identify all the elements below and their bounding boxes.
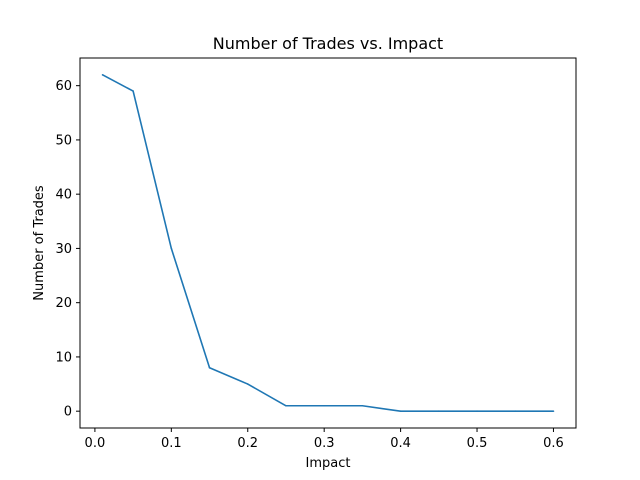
y-tick-label: 0 [64, 405, 72, 420]
plot-area [80, 58, 576, 428]
x-axis-ticks: 0.0 0.1 0.2 0.3 0.4 0.5 0.6 [85, 428, 564, 451]
y-tick-label: 60 [55, 79, 72, 94]
x-axis-label: Impact [306, 456, 351, 471]
data-point [132, 90, 134, 92]
data-point [399, 410, 402, 412]
x-tick-label: 0.4 [390, 436, 411, 451]
data-point [552, 410, 555, 412]
y-tick-label: 30 [55, 242, 72, 257]
data-point [476, 410, 478, 412]
data-point [514, 410, 517, 412]
y-tick-label: 40 [55, 188, 72, 203]
y-axis-ticks: 0 10 20 30 40 50 60 [55, 79, 80, 420]
x-tick-label: 0.0 [85, 436, 106, 451]
series-layer [101, 74, 555, 412]
chart-title: Number of Trades vs. Impact [213, 34, 443, 53]
data-point [101, 74, 104, 76]
x-tick-label: 0.6 [543, 436, 564, 451]
data-point [285, 404, 287, 407]
data-point [323, 404, 325, 407]
y-axis-label: Number of Trades [32, 185, 47, 301]
y-tick-label: 10 [55, 350, 72, 365]
data-point [246, 383, 249, 385]
x-tick-label: 0.2 [237, 436, 258, 451]
axes-background [80, 58, 576, 428]
x-tick-label: 0.3 [314, 436, 335, 451]
data-point [208, 366, 211, 369]
data-point [361, 404, 364, 407]
axes-frame [79, 57, 577, 429]
data-point [438, 410, 440, 412]
y-tick-label: 20 [55, 296, 72, 311]
x-tick-label: 0.5 [467, 436, 488, 451]
y-tick-label: 50 [55, 133, 72, 148]
data-point [170, 247, 173, 250]
x-tick-label: 0.1 [161, 436, 182, 451]
